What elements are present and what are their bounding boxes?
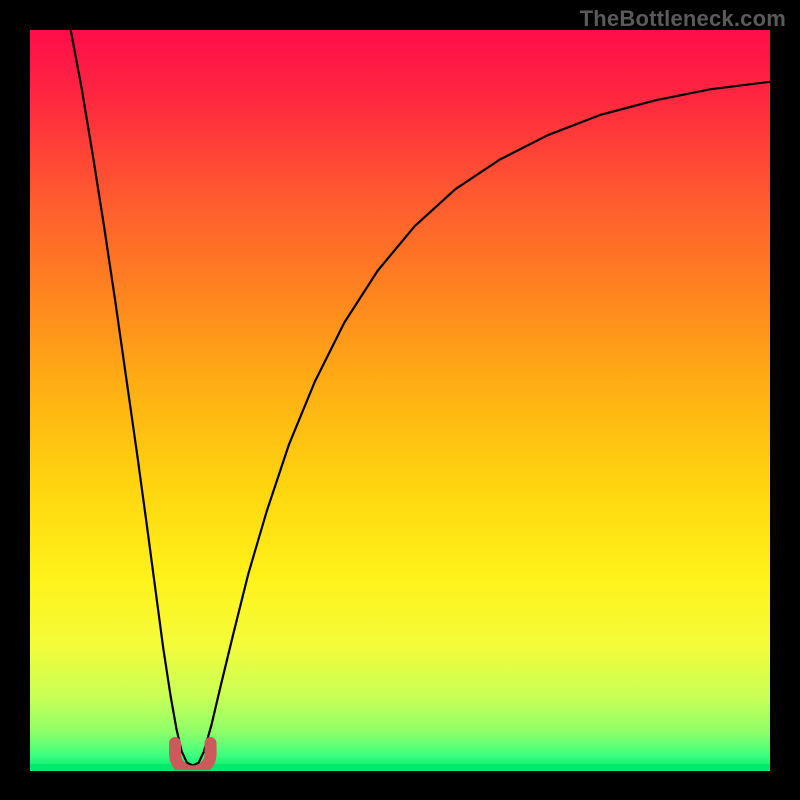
chart-background-gradient	[30, 30, 770, 770]
chart-svg	[0, 0, 800, 800]
figure-root: TheBottleneck.com	[0, 0, 800, 800]
watermark-text: TheBottleneck.com	[580, 6, 786, 32]
baseline-band	[30, 764, 770, 771]
